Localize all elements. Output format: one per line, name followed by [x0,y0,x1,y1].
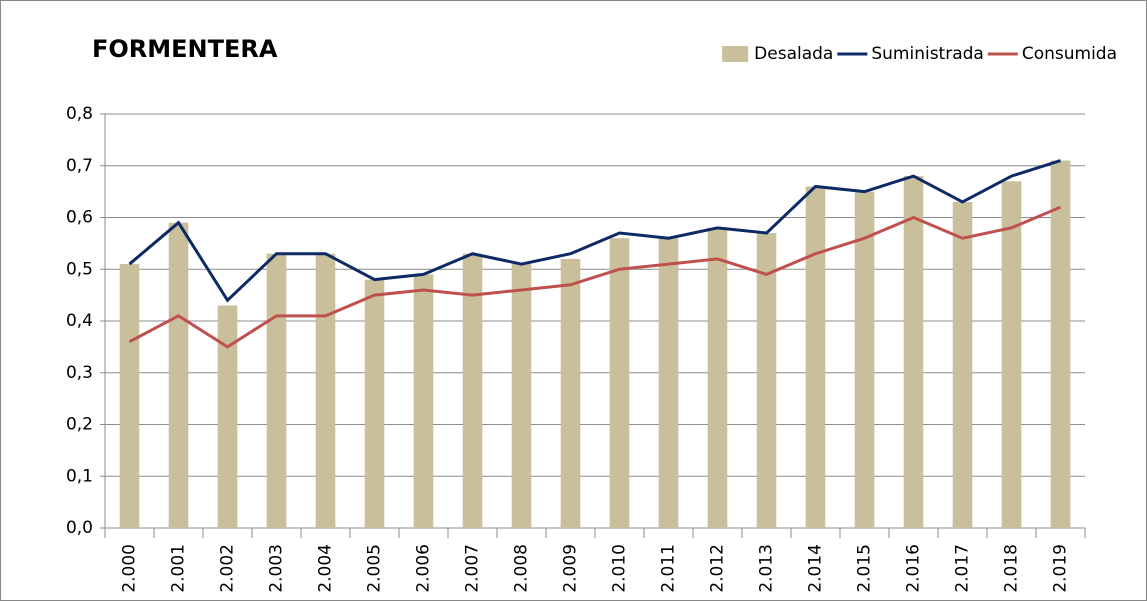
bar [364,279,385,528]
bar [903,176,924,528]
bar [1001,181,1022,528]
bar [854,191,875,528]
y-tick-label: 0,6 [66,208,93,228]
legend-label: Suministrada [871,44,983,64]
bar [560,258,581,528]
line-series [128,159,1061,303]
x-tick-label: 2.014 [806,544,826,593]
chart-title: FORMENTERA [92,35,278,63]
x-tick-label: 2.003 [267,544,287,593]
x-tick-label: 2.018 [1002,544,1022,593]
x-tick-label: 2.011 [659,544,679,593]
bar [756,233,777,528]
bar [707,227,728,528]
x-tick-label: 2.006 [414,544,434,593]
x-tick-label: 2.017 [953,544,973,593]
bar [805,186,826,528]
line-series [128,205,1062,349]
bar [266,253,287,528]
x-tick-label: 2.012 [708,544,728,593]
bar [511,264,532,528]
x-tick-label: 2.008 [512,544,532,593]
x-tick-label: 2.002 [218,544,238,593]
bar [658,238,679,528]
x-tick-label: 2.016 [904,544,924,593]
x-tick-label: 2.010 [610,544,630,593]
x-tick-label: 2.001 [169,544,189,593]
y-tick-label: 0,3 [66,363,93,383]
bar [168,222,189,529]
y-tick-label: 0,7 [66,156,93,176]
bar [217,305,238,528]
bar [119,264,140,528]
x-tick-label: 2.009 [561,544,581,593]
x-tick-label: 2.005 [365,544,385,593]
y-tick-label: 0,0 [66,518,93,538]
bar [315,253,336,528]
x-tick-label: 2.015 [855,544,875,593]
x-tick-label: 2.013 [757,544,777,593]
x-tick-label: 2.004 [316,544,336,593]
y-tick-label: 0,8 [66,104,93,124]
x-tick-label: 2.019 [1051,544,1071,593]
legend-swatch [722,46,749,62]
x-tick-label: 2.007 [463,544,483,593]
y-tick-label: 0,5 [66,259,93,279]
bar [952,201,973,528]
y-tick-label: 0,4 [66,311,93,331]
bar [413,274,434,528]
bar [1050,160,1071,528]
legend-label: Desalada [754,44,833,64]
x-tick-label: 2.000 [120,544,140,593]
bar [462,253,483,528]
y-tick-label: 0,2 [66,415,93,435]
legend-label: Consumida [1022,44,1117,64]
y-tick-label: 0,1 [66,466,93,486]
bar [609,238,630,528]
